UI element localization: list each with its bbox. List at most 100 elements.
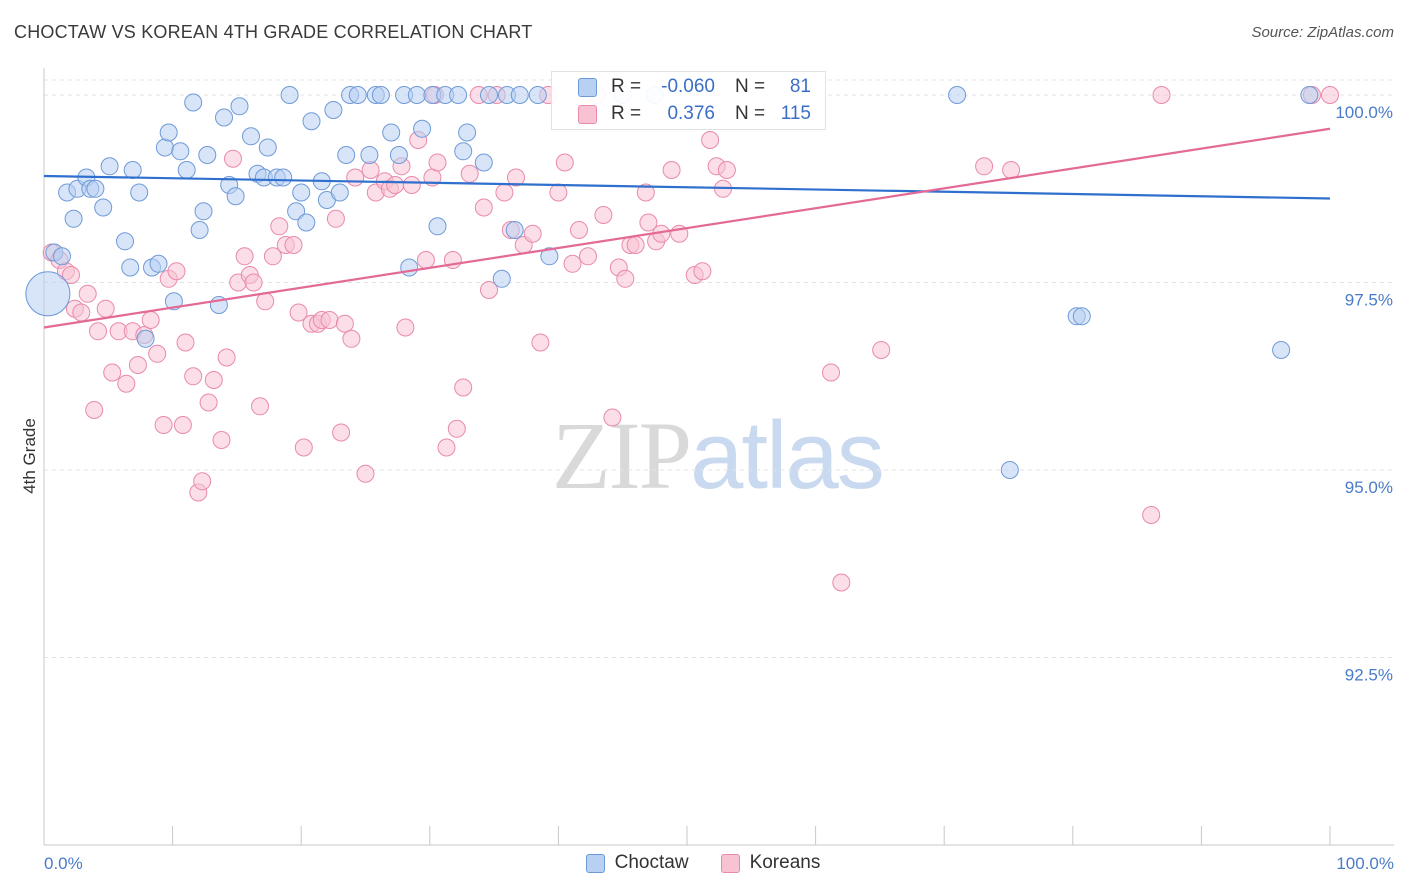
choctaw-point [53, 247, 71, 266]
korean-point [555, 153, 574, 172]
korean-point [616, 269, 635, 288]
korean-point [176, 333, 195, 352]
choctaw-point [528, 86, 547, 104]
choctaw-point [226, 187, 245, 206]
korean-point [636, 183, 655, 202]
choctaw-point [458, 123, 477, 142]
choctaw-point [324, 101, 343, 119]
korean-point [72, 303, 91, 322]
korean-point [204, 371, 223, 389]
korean-point [342, 329, 361, 348]
korean-point [693, 262, 712, 281]
korean-point [474, 198, 493, 217]
korean-point [563, 254, 582, 273]
koreans-trend-line [43, 127, 1331, 329]
choctaw-legend-swatch [585, 853, 605, 873]
series-legend: Choctaw Koreans [0, 852, 1406, 874]
korean-point [579, 247, 597, 266]
choctaw-swatch [578, 77, 597, 97]
choctaw-point [116, 232, 134, 251]
choctaw-point [136, 329, 155, 348]
choctaw-point [149, 254, 168, 273]
x-ticks [43, 826, 1331, 845]
chart-title: CHOCTAW VS KOREAN 4TH GRADE CORRELATION … [14, 22, 533, 42]
choctaw-point [100, 157, 119, 176]
korean-point [396, 318, 415, 337]
choctaw-points [25, 86, 1319, 479]
legend-n-value: 81 [789, 76, 811, 97]
korean-point [570, 221, 588, 239]
choctaw-point [505, 221, 524, 239]
korean-point [62, 266, 80, 284]
y-tick-label: 97.5% [1345, 291, 1393, 310]
korean-point [507, 168, 525, 187]
korean-point [256, 292, 275, 311]
korean-point [531, 333, 550, 352]
choctaw-point [230, 97, 249, 116]
y-tick-label: 92.5% [1345, 666, 1393, 685]
korean-point [975, 157, 994, 176]
korean-point [85, 401, 104, 419]
korean-point [603, 408, 622, 427]
korean-point [460, 164, 479, 183]
korean-point [523, 224, 542, 243]
korean-point [284, 236, 303, 254]
choctaw-point [510, 86, 529, 104]
korean-point [717, 161, 736, 179]
legend-n-label: N = [735, 76, 766, 97]
y-axis-label: 4th Grade [20, 418, 39, 494]
trend-lines [43, 127, 1331, 329]
choctaw-point [492, 269, 511, 288]
korean-point [402, 176, 421, 194]
choctaw-point [348, 86, 367, 104]
korean-point [184, 367, 203, 386]
choctaw-point [371, 86, 390, 104]
choctaw-point [407, 86, 426, 104]
korean-point [212, 431, 231, 449]
korean-point [1142, 506, 1161, 524]
choctaw-point [400, 258, 419, 277]
korean-point [326, 209, 345, 228]
choctaw-point [1300, 86, 1319, 104]
choctaw-point [292, 183, 311, 202]
choctaw-point [428, 217, 447, 236]
korean-point [437, 438, 456, 457]
korean-point [320, 311, 339, 329]
choctaw-point [123, 161, 142, 179]
korean-point [193, 472, 212, 491]
choctaw-point [454, 142, 473, 161]
choctaw-point [130, 183, 149, 202]
choctaw-point [274, 168, 293, 187]
choctaw-point [190, 221, 209, 239]
korean-point [289, 303, 308, 322]
korean-point [89, 322, 107, 341]
choctaw-point [297, 213, 316, 232]
korean-point [428, 153, 447, 172]
korean-point [701, 131, 720, 149]
choctaw-point [360, 146, 379, 164]
choctaw-point [242, 127, 260, 146]
choctaw-point [337, 146, 356, 164]
choctaw-point [474, 153, 493, 172]
korean-point [356, 464, 375, 483]
korean-point [1152, 86, 1171, 104]
koreans-points [42, 86, 1339, 592]
choctaw-point [64, 209, 83, 228]
x-tick-label-min: 0.0% [44, 854, 83, 873]
korean-point [217, 348, 236, 367]
choctaw-point [94, 198, 113, 217]
korean-point [148, 344, 167, 363]
korean-point [294, 438, 313, 457]
korean-point [263, 247, 282, 266]
watermark-zip: ZIP [552, 402, 692, 509]
legend-item-koreans[interactable]: Koreans [720, 852, 820, 874]
chart-source: Source: ZipAtlas.com [1251, 24, 1394, 41]
korean-point [128, 356, 147, 374]
watermark-atlas: atlas [690, 402, 885, 509]
choctaw-point [171, 142, 190, 161]
korean-point [626, 236, 645, 254]
legend-item-choctaw[interactable]: Choctaw [585, 852, 689, 874]
korean-point [480, 281, 498, 299]
korean-point [199, 393, 218, 412]
choctaw-point [121, 258, 140, 277]
